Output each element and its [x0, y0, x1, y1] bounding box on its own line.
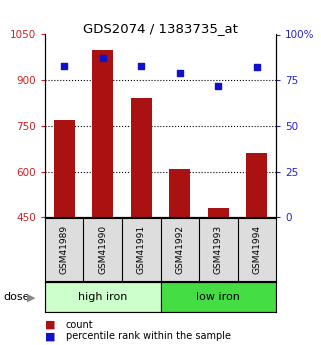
Bar	[246, 153, 267, 217]
Text: dose: dose	[3, 293, 30, 302]
Bar	[131, 98, 152, 217]
Text: low iron: low iron	[196, 292, 240, 302]
Text: high iron: high iron	[78, 292, 127, 302]
Text: GSM41989: GSM41989	[60, 225, 69, 274]
Point	[177, 70, 182, 76]
Point	[62, 63, 67, 68]
Bar	[160, 282, 276, 312]
Point	[100, 56, 105, 61]
Text: GSM41990: GSM41990	[98, 225, 107, 274]
Point	[216, 83, 221, 88]
Text: GSM41992: GSM41992	[175, 225, 184, 274]
Text: GSM41993: GSM41993	[214, 225, 223, 274]
Text: percentile rank within the sample: percentile rank within the sample	[66, 332, 231, 341]
Text: GSM41991: GSM41991	[137, 225, 146, 274]
Bar	[45, 282, 160, 312]
Bar	[92, 50, 113, 217]
Text: ■: ■	[45, 320, 56, 330]
Bar	[208, 208, 229, 217]
Text: GSM41994: GSM41994	[252, 225, 261, 274]
Point	[139, 63, 144, 68]
Point	[254, 65, 259, 70]
Text: GDS2074 / 1383735_at: GDS2074 / 1383735_at	[83, 22, 238, 36]
Text: ■: ■	[45, 332, 56, 341]
Text: count: count	[66, 320, 93, 330]
Text: ▶: ▶	[27, 293, 36, 302]
Bar	[169, 169, 190, 217]
Bar	[54, 120, 75, 217]
